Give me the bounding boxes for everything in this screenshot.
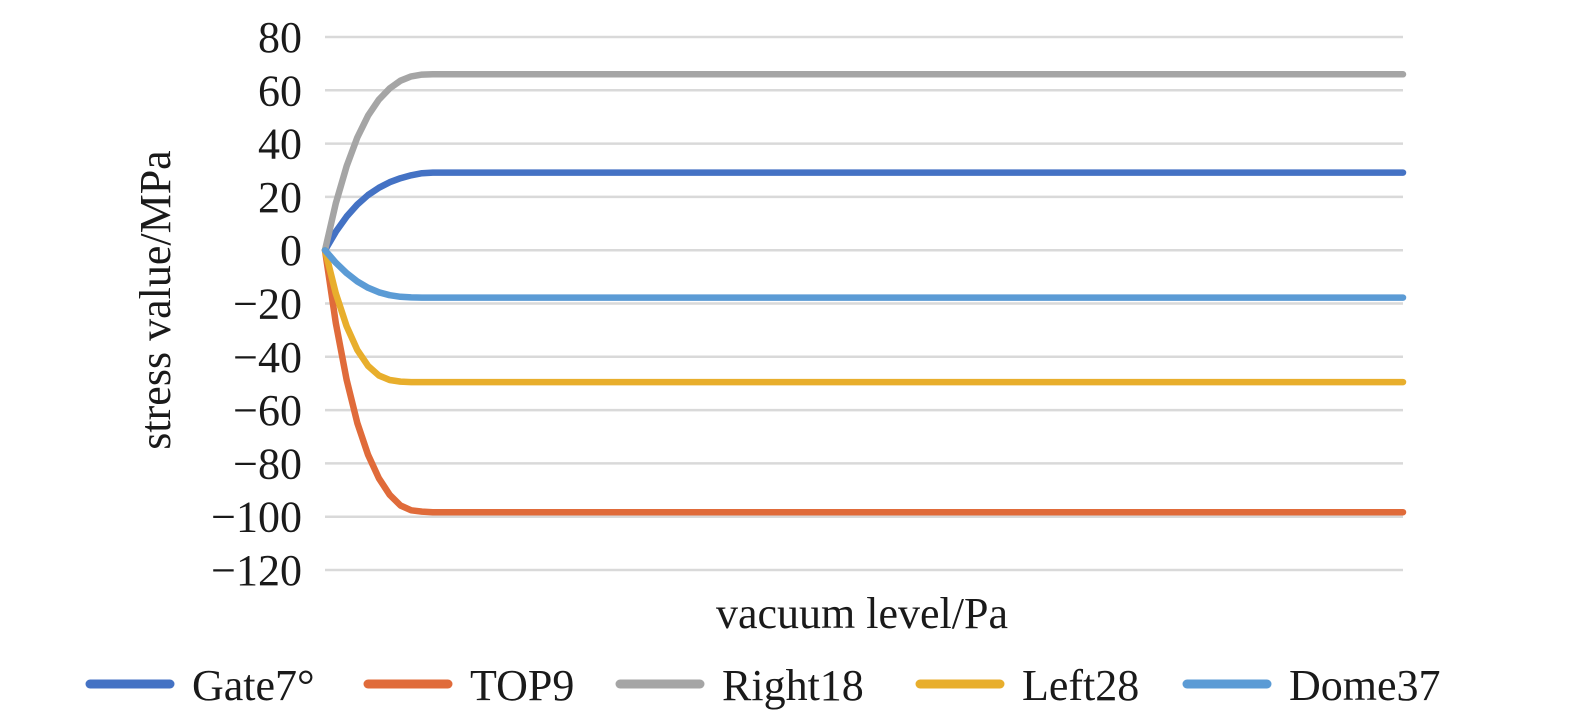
legend-label: Gate7° [192, 661, 315, 710]
y-tick-label: −40 [233, 333, 302, 382]
legend-label: Left28 [1022, 661, 1139, 710]
series-line-gate7 [321, 169, 1407, 254]
legend-label: TOP9 [470, 661, 574, 710]
y-tick-label: −20 [233, 280, 302, 329]
y-tick-label: −120 [211, 546, 302, 595]
series-line-left28 [321, 246, 1407, 386]
gridlines [325, 35, 1403, 572]
legend-label: Right18 [722, 661, 864, 710]
y-axis-title: stress value/MPa [131, 150, 180, 449]
y-tick-label: 60 [258, 66, 302, 115]
y-tick-label: −80 [233, 439, 302, 488]
series-line-top9 [321, 246, 1407, 516]
y-tick-label: −60 [233, 386, 302, 435]
series-line-right18 [321, 71, 1407, 254]
y-tick-label: −100 [211, 493, 302, 542]
legend-label: Dome37 [1289, 661, 1441, 710]
y-tick-label: 80 [258, 13, 302, 62]
x-axis-title: vacuum level/Pa [716, 589, 1008, 638]
y-tick-label: 40 [258, 120, 302, 169]
legend: Gate7° TOP9 Right18 Left28 Dome37 [85, 661, 1441, 710]
y-tick-label: 0 [280, 226, 302, 275]
y-tick-label: 20 [258, 173, 302, 222]
series-lines [321, 71, 1407, 516]
series-line-dome37 [321, 246, 1407, 301]
